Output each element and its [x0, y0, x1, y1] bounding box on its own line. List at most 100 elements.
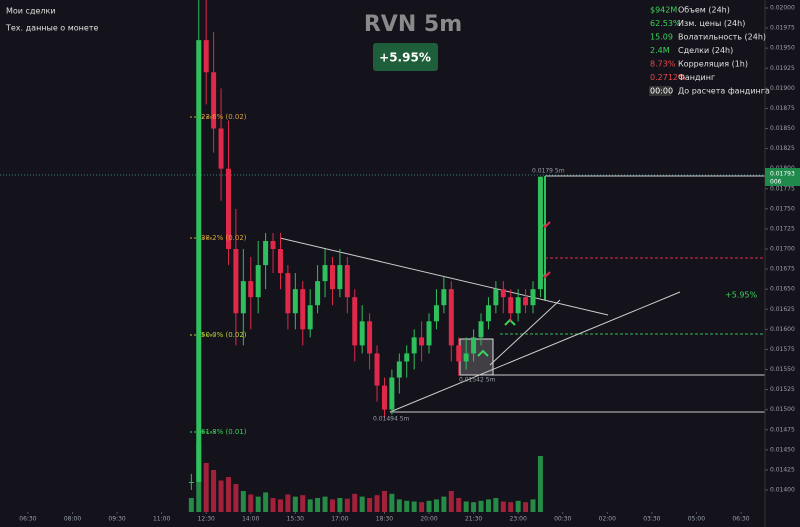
- x-tick-label: 14:00: [242, 516, 259, 523]
- candle-body: [300, 289, 306, 330]
- arrow-up: [477, 318, 516, 357]
- stat-value: 8.73%: [650, 60, 676, 69]
- candle-body: [263, 240, 269, 266]
- stat-value: $942M: [650, 6, 677, 15]
- stat-label: Объем (24h): [678, 6, 730, 15]
- y-tick-label: 0.01425: [770, 466, 795, 473]
- y-tick-label: 0.01925: [770, 65, 795, 72]
- volume-bar: [337, 498, 343, 512]
- candle-body: [277, 249, 283, 274]
- volume-bar: [255, 496, 261, 512]
- volume-bar: [352, 493, 358, 512]
- volume-bar: [292, 496, 298, 512]
- candle-body: [433, 305, 439, 322]
- candle-body: [225, 168, 231, 249]
- volume-bar: [322, 496, 328, 512]
- candle-body: [359, 321, 365, 346]
- stat-label: Корреляция (1h): [678, 60, 748, 69]
- candle-body: [493, 289, 499, 306]
- candle-body: [471, 337, 477, 354]
- x-tick-label: 05:00: [688, 516, 705, 523]
- volume-bar: [456, 498, 462, 512]
- stats-panel: $942M Объем (24h) 62.53%Изм. цены (24h) 15.…: [649, 6, 770, 96]
- stat-value: 62.53%: [650, 19, 681, 28]
- volume-bar: [463, 501, 469, 512]
- stat-label: До расчета фандинга: [678, 87, 770, 96]
- candle-body: [337, 265, 343, 290]
- y-tick-label: 0.01500: [770, 406, 795, 413]
- volume-bar: [329, 499, 335, 512]
- candle-body: [248, 281, 254, 298]
- candle-body: [478, 321, 484, 338]
- annotation: 0.01494 5m: [373, 416, 410, 423]
- fib-label: 50.0% (0.02): [201, 331, 247, 339]
- volume-bar: [530, 499, 536, 512]
- volume-bar: [285, 494, 291, 512]
- candle-body: [218, 128, 224, 169]
- candle-body: [500, 289, 506, 298]
- volume-bar: [203, 463, 209, 512]
- x-tick-label: 03:30: [643, 516, 660, 523]
- menu-item[interactable]: Мои сделки: [6, 7, 56, 16]
- candle-body: [203, 40, 209, 73]
- x-tick-label: 20:00: [420, 516, 437, 523]
- candle-body: [352, 297, 358, 346]
- volume-bar: [374, 495, 380, 512]
- volume-bar: [537, 456, 543, 512]
- x-tick-label: 11:00: [153, 516, 170, 523]
- y-tick-label: 0.01950: [770, 45, 795, 52]
- y-tick-label: 0.01700: [770, 246, 795, 253]
- candle-body: [344, 265, 350, 298]
- x-tick-label: 06:30: [19, 516, 36, 523]
- volume-bar: [500, 501, 506, 512]
- annotation: 0.0179 5m: [532, 168, 565, 175]
- volume-bar: [225, 477, 231, 512]
- candle-body: [537, 176, 543, 290]
- volume-bar: [359, 496, 365, 512]
- volume-bar: [270, 498, 276, 512]
- candle-body: [292, 289, 298, 314]
- candle-body: [285, 273, 291, 314]
- candle-body: [255, 265, 261, 298]
- x-tick-label: 09:30: [108, 516, 125, 523]
- volume-bar: [240, 491, 246, 512]
- y-tick-label: 0.01650: [770, 286, 795, 293]
- volume-bar: [493, 498, 499, 512]
- candle-body: [523, 297, 529, 306]
- volume-bar: [448, 491, 454, 512]
- candle-body: [441, 289, 447, 306]
- volume-bar: [515, 500, 521, 512]
- y-tick-label: 0.01975: [770, 25, 795, 32]
- candle-body: [456, 345, 462, 362]
- volume-bar: [523, 502, 529, 512]
- trend-line: [389, 291, 681, 413]
- candle-body: [389, 377, 395, 410]
- volume-bar: [218, 480, 224, 512]
- timer-box: [649, 86, 671, 96]
- volume-bar: [307, 499, 313, 512]
- fib-label: 23.6% (0.02): [201, 113, 247, 121]
- candle-body: [367, 321, 373, 354]
- volume-bar: [411, 501, 417, 512]
- fib-label: 38.2% (0.02): [201, 234, 247, 242]
- stat-label: Волатильность (24h): [678, 33, 766, 42]
- candle-body: [448, 289, 454, 346]
- x-tick-label: 21:30: [465, 516, 482, 523]
- volume-bar: [478, 500, 484, 512]
- stat-value: 15.09: [650, 33, 673, 42]
- x-tick-label: 12:30: [198, 516, 215, 523]
- volume-bar: [367, 498, 373, 512]
- x-tick-label: 17:00: [331, 516, 348, 523]
- candle-body: [404, 353, 410, 362]
- fib-label: 61.8% (0.01): [201, 428, 247, 436]
- y-tick-label: 0.01525: [770, 386, 795, 393]
- menu-item[interactable]: Тех. данные о монете: [5, 24, 98, 33]
- candle-body: [329, 265, 335, 290]
- volume-bar: [344, 498, 350, 512]
- x-tick-label: 02:00: [599, 516, 616, 523]
- y-tick-label: 0.01675: [770, 266, 795, 273]
- volume-bar: [433, 499, 439, 512]
- x-tick-label: 18:30: [376, 516, 393, 523]
- volume-bar: [277, 499, 283, 512]
- x-tick-label: 15:30: [287, 516, 304, 523]
